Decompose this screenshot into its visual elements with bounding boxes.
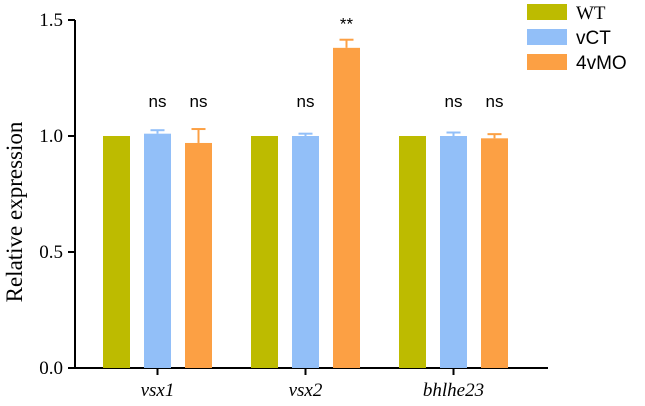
legend-swatch-4vmo (527, 54, 567, 70)
y-tick-label: 1.0 (39, 126, 63, 147)
x-tick-label: vsx1 (141, 380, 175, 401)
significance-label: ns (445, 92, 463, 111)
x-tick-label: bhlhe23 (423, 380, 484, 401)
y-axis-title: Relative expression (2, 121, 27, 302)
legend-label-wt: WT (576, 3, 606, 24)
y-tick-label: 0.0 (39, 358, 63, 379)
y-tick-label: 1.5 (39, 10, 63, 31)
y-axis-ticks: 0.0 0.5 1.0 1.5 (39, 10, 75, 379)
bar-wt-vsx1 (103, 136, 130, 368)
x-tick-label: vsx2 (289, 380, 323, 401)
significance-label: ns (190, 92, 208, 111)
bar-4vmo-vsx1 (185, 142, 212, 368)
significance-label: ns (486, 92, 504, 111)
bar-wt-vsx2 (251, 136, 278, 368)
x-axis-labels: vsx1 vsx2 bhlhe23 (141, 368, 484, 401)
significance-label: ns (149, 92, 167, 111)
legend-label-vct: vCT (576, 28, 611, 49)
legend: WT vCT 4vMO (527, 3, 627, 74)
y-tick-label: 0.5 (39, 242, 63, 263)
bar-vct-vsx1 (144, 133, 171, 368)
significance-label: ** (340, 15, 354, 34)
bar-vct-vsx2 (292, 136, 319, 368)
legend-swatch-vct (527, 29, 567, 45)
legend-swatch-wt (527, 4, 567, 20)
significance-label: ns (297, 92, 315, 111)
bars: ns ns ns ** ns ns (103, 15, 508, 369)
bar-wt-bhlhe23 (399, 136, 426, 368)
bar-4vmo-bhlhe23 (481, 138, 508, 368)
bar-4vmo-vsx2 (333, 47, 360, 369)
bar-vct-bhlhe23 (440, 136, 467, 368)
legend-label-4vmo: 4vMO (576, 53, 627, 74)
